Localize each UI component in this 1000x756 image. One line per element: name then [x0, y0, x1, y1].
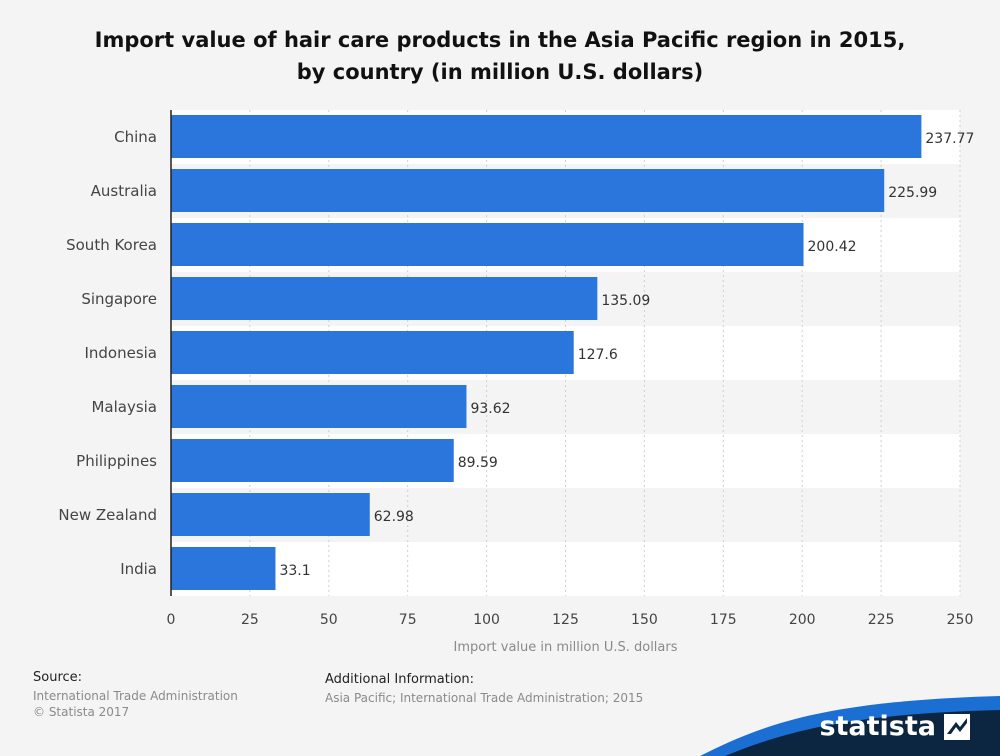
chart-title: Import value of hair care products in th… — [0, 24, 1000, 88]
statista-wordmark: statista — [819, 711, 936, 742]
category-label: Singapore — [81, 290, 157, 308]
category-label: China — [114, 128, 157, 146]
bar — [171, 547, 276, 590]
data-label: 237.77 — [925, 131, 974, 147]
x-tick-label: 50 — [320, 612, 338, 628]
bar — [171, 115, 922, 158]
category-label: South Korea — [66, 236, 157, 254]
x-tick-label: 75 — [399, 612, 417, 628]
additional-info-heading: Additional Information: — [325, 672, 475, 687]
data-label: 93.62 — [470, 401, 510, 417]
x-tick-label: 0 — [167, 612, 176, 628]
bar — [171, 331, 574, 374]
x-tick-label: 125 — [552, 612, 579, 628]
x-tick-label: 25 — [241, 612, 259, 628]
bar-chart: 237.77 225.99 200.42 135.09 127.6 93.62 89.59 6… — [58, 110, 974, 655]
chart-title-line-2: by country (in million U.S. dollars) — [296, 60, 704, 84]
source-line-2: © Statista 2017 — [33, 705, 130, 719]
category-labels: China Australia South Korea Singapore Indone… — [58, 128, 157, 578]
statista-mark-icon — [944, 713, 970, 740]
category-label: Philippines — [76, 452, 157, 470]
source-block: Source: International Trade Administrati… — [33, 670, 238, 720]
additional-info-text: Asia Pacific; International Trade Admini… — [325, 691, 644, 705]
bar — [171, 493, 370, 536]
bar — [171, 223, 804, 266]
bar — [171, 277, 598, 320]
data-label: 62.98 — [374, 509, 414, 525]
data-label: 225.99 — [888, 185, 937, 201]
source-heading: Source: — [33, 670, 83, 685]
bar — [171, 439, 454, 482]
bar — [171, 169, 885, 212]
x-tick-label: 150 — [631, 612, 658, 628]
x-tick-label: 200 — [789, 612, 816, 628]
category-label: Indonesia — [84, 344, 157, 362]
bar — [171, 385, 467, 428]
chart-title-line-1: Import value of hair care products in th… — [94, 28, 906, 52]
data-label: 200.42 — [808, 239, 857, 255]
x-tick-label: 250 — [947, 612, 974, 628]
category-label: Australia — [91, 182, 157, 200]
category-label: Malaysia — [91, 398, 157, 416]
statista-logo[interactable]: statista — [819, 711, 970, 742]
x-tick-labels: 0 25 50 75 100 125 150 175 200 225 250 — [167, 612, 974, 628]
data-label: 33.1 — [279, 563, 310, 579]
bars — [171, 115, 922, 590]
data-label: 135.09 — [601, 293, 650, 309]
data-label: 127.6 — [578, 347, 618, 363]
brand-wave — [700, 696, 1000, 756]
category-label: New Zealand — [58, 506, 157, 524]
additional-info-block: Additional Information: Asia Pacific; In… — [325, 672, 643, 706]
x-tick-label: 175 — [710, 612, 737, 628]
x-axis-label: Import value in million U.S. dollars — [453, 640, 677, 655]
x-tick-label: 100 — [473, 612, 500, 628]
x-tick-label: 225 — [868, 612, 895, 628]
data-label: 89.59 — [458, 455, 498, 471]
source-line-1: International Trade Administration — [33, 689, 238, 703]
data-labels: 237.77 225.99 200.42 135.09 127.6 93.62 89.59 6… — [279, 131, 974, 579]
category-label: India — [120, 560, 157, 578]
